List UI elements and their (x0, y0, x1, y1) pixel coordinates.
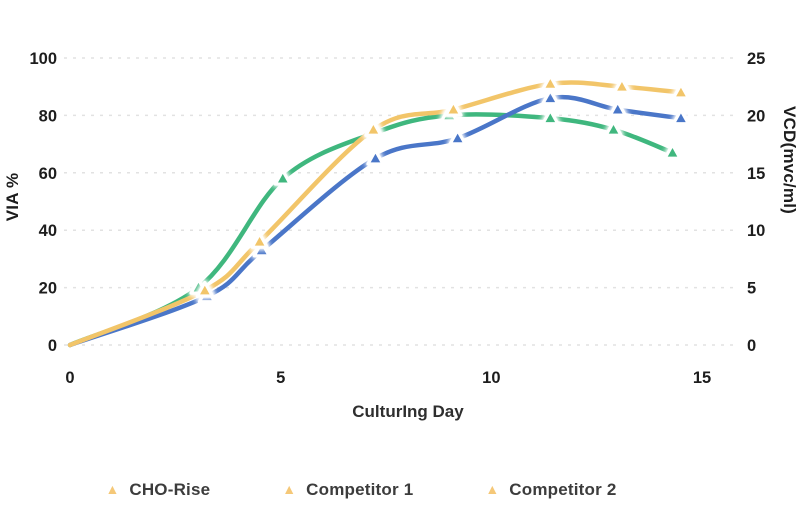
x-axis-label: CulturIng Day (352, 402, 464, 421)
x-axis-ticks: 0 5 10 15 (65, 369, 711, 387)
series-lines (67, 80, 684, 348)
data-point-marker (273, 168, 292, 186)
data-point-marker (541, 88, 560, 106)
data-point-marker (671, 82, 691, 100)
data-point-marker (608, 100, 627, 117)
data-point-marker (195, 280, 214, 298)
y-tick-label-right: 5 (747, 280, 756, 298)
data-point-marker (250, 232, 269, 249)
data-point-marker (541, 74, 560, 91)
legend-item-competitor-2[interactable]: ▲ Competitor 2 (485, 480, 616, 500)
triangle-marker-icon: ▲ (485, 481, 500, 497)
y-tick-label-right: 15 (747, 165, 765, 183)
x-tick-label: 0 (65, 369, 74, 387)
data-point-marker (604, 120, 623, 137)
line-chart: 0 20 40 60 80 100 0 5 10 15 20 25 0 5 10 15 (29, 50, 765, 387)
legend-item-cho-rise[interactable]: ▲ CHO-Rise (105, 480, 210, 500)
triangle-marker-icon: ▲ (282, 481, 297, 497)
y-tick-label-right: 10 (747, 222, 765, 240)
triangle-marker-icon: ▲ (105, 481, 120, 497)
y-tick-label-right: 25 (747, 50, 765, 68)
legend-label: Competitor 2 (509, 480, 617, 499)
legend: ▲ CHO-Rise ▲ Competitor 1 ▲ Competitor 2 (0, 472, 800, 508)
legend-label: Competitor 1 (306, 480, 414, 499)
y-tick-label-right: 0 (747, 337, 756, 355)
legend-label: CHO-Rise (129, 480, 211, 499)
x-tick-label: 5 (276, 369, 285, 387)
series-markers (189, 74, 691, 304)
y-tick-label-left: 100 (29, 50, 57, 68)
data-point-marker (663, 143, 682, 160)
gridlines (64, 57, 737, 346)
y-axis-label-left: VIA % (3, 172, 22, 222)
y-axis-ticks-left: 0 20 40 60 80 100 (29, 50, 57, 355)
data-point-marker (366, 148, 385, 166)
data-point-marker (541, 108, 560, 126)
data-point-marker (252, 240, 271, 258)
y-tick-label-left: 20 (39, 280, 57, 298)
data-point-marker (444, 100, 463, 117)
x-tick-label: 10 (482, 369, 500, 387)
data-point-marker (448, 128, 467, 146)
y-tick-label-right: 20 (747, 107, 765, 125)
y-axis-label-right: VCD(mvc/ml) (780, 105, 799, 215)
y-tick-label-left: 60 (39, 165, 57, 183)
data-point-marker (671, 108, 691, 126)
y-tick-label-left: 80 (39, 107, 57, 125)
legend-item-competitor-1[interactable]: ▲ Competitor 1 (282, 480, 413, 500)
data-point-marker (612, 77, 632, 94)
y-axis-ticks-right: 0 5 10 15 20 25 (747, 50, 765, 355)
y-tick-label-left: 0 (48, 337, 57, 355)
y-tick-label-left: 40 (39, 222, 57, 240)
x-tick-label: 15 (693, 369, 711, 387)
data-point-marker (364, 120, 383, 137)
